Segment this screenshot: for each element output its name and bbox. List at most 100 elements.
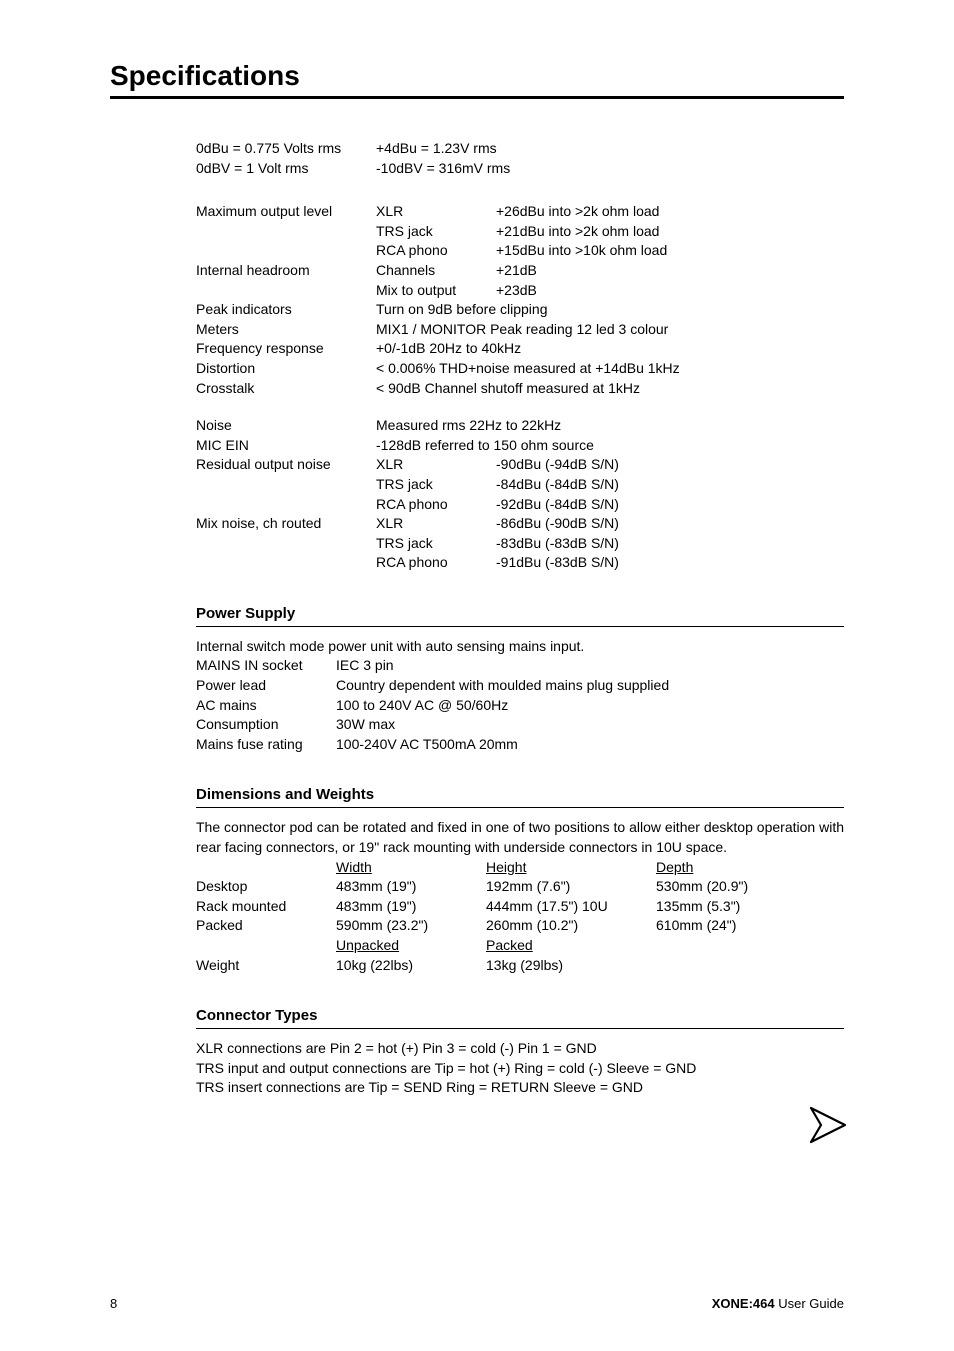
value: 100 to 240V AC @ 50/60Hz (336, 696, 844, 716)
col-height: Height (486, 858, 656, 878)
label: Mains fuse rating (196, 735, 336, 755)
arrow-icon (807, 1104, 849, 1151)
col-depth: Depth (656, 858, 844, 878)
power-intro: Internal switch mode power unit with aut… (196, 637, 844, 657)
dim-table-header: Width Height Depth (196, 858, 844, 878)
width: 483mm (19") (336, 877, 486, 897)
height: 444mm (17.5") 10U (486, 897, 656, 917)
ref-4dbu: +4dBu = 1.23V rms (376, 139, 844, 159)
dimensions-heading: Dimensions and Weights (196, 784, 844, 808)
label: Residual output noise (196, 455, 376, 475)
page-title: Specifications (110, 60, 844, 99)
label: AC mains (196, 696, 336, 716)
spec-mixnoise: Mix noise, ch routed XLR -86dBu (-90dB S… (196, 514, 844, 534)
value: MIX1 / MONITOR Peak reading 12 led 3 col… (376, 320, 844, 340)
label: Distortion (196, 359, 376, 379)
reference-levels: 0dBu = 0.775 Volts rms +4dBu = 1.23V rms… (196, 139, 844, 178)
value-type: XLR (376, 455, 496, 475)
power-mains-socket: MAINS IN socket IEC 3 pin (196, 656, 844, 676)
spec-micein: MIC EIN -128dB referred to 150 ohm sourc… (196, 436, 844, 456)
value-type: TRS jack (376, 475, 496, 495)
value: +21dBu into >2k ohm load (496, 222, 844, 242)
width: 483mm (19") (336, 897, 486, 917)
guide-label: User Guide (775, 1296, 844, 1311)
label: Packed (196, 916, 336, 936)
depth: 610mm (24") (656, 916, 844, 936)
value: +26dBu into >2k ohm load (496, 202, 844, 222)
dimensions-intro: The connector pod can be rotated and fix… (196, 818, 844, 857)
value: +15dBu into >10k ohm load (496, 241, 844, 261)
power-ac-mains: AC mains 100 to 240V AC @ 50/60Hz (196, 696, 844, 716)
value-type: RCA phono (376, 241, 496, 261)
spec-max-output-row: RCA phono +15dBu into >10k ohm load (196, 241, 844, 261)
weight-row: Weight 10kg (22lbs) 13kg (29lbs) (196, 956, 844, 976)
spec-residual: Residual output noise XLR -90dBu (-94dB … (196, 455, 844, 475)
dim-rack: Rack mounted 483mm (19") 444mm (17.5") 1… (196, 897, 844, 917)
col-unpacked: Unpacked (336, 936, 486, 956)
spec-meters: Meters MIX1 / MONITOR Peak reading 12 le… (196, 320, 844, 340)
spec-max-output-row: TRS jack +21dBu into >2k ohm load (196, 222, 844, 242)
dim-desktop: Desktop 483mm (19") 192mm (7.6") 530mm (… (196, 877, 844, 897)
spec-peak: Peak indicators Turn on 9dB before clipp… (196, 300, 844, 320)
value-type: Channels (376, 261, 496, 281)
connector-trs-io: TRS input and output connections are Tip… (196, 1059, 844, 1079)
spec-crosstalk: Crosstalk < 90dB Channel shutoff measure… (196, 379, 844, 399)
dim-packed: Packed 590mm (23.2") 260mm (10.2") 610mm… (196, 916, 844, 936)
spec-headroom-row: Mix to output +23dB (196, 281, 844, 301)
power-supply-heading: Power Supply (196, 603, 844, 627)
value: +0/-1dB 20Hz to 40kHz (376, 339, 844, 359)
value: Turn on 9dB before clipping (376, 300, 844, 320)
value: -92dBu (-84dB S/N) (496, 495, 844, 515)
value: IEC 3 pin (336, 656, 844, 676)
spec-mixnoise-row: RCA phono -91dBu (-83dB S/N) (196, 553, 844, 573)
value: -91dBu (-83dB S/N) (496, 553, 844, 573)
page-footer: 8 XONE:464 User Guide (110, 1296, 844, 1311)
label: Meters (196, 320, 376, 340)
spec-freq: Frequency response +0/-1dB 20Hz to 40kHz (196, 339, 844, 359)
value: 30W max (336, 715, 844, 735)
spec-max-output: Maximum output level XLR +26dBu into >2k… (196, 202, 844, 222)
spec-residual-row: TRS jack -84dBu (-84dB S/N) (196, 475, 844, 495)
depth: 530mm (20.9") (656, 877, 844, 897)
height: 260mm (10.2") (486, 916, 656, 936)
power-fuse: Mains fuse rating 100-240V AC T500mA 20m… (196, 735, 844, 755)
ref-0dbu: 0dBu = 0.775 Volts rms (196, 139, 376, 159)
spec-distortion: Distortion < 0.006% THD+noise measured a… (196, 359, 844, 379)
value: < 0.006% THD+noise measured at +14dBu 1k… (376, 359, 844, 379)
unpacked: 10kg (22lbs) (336, 956, 486, 976)
label: Desktop (196, 877, 336, 897)
connector-trs-insert: TRS insert connections are Tip = SEND Ri… (196, 1078, 844, 1098)
value: -84dBu (-84dB S/N) (496, 475, 844, 495)
product-name: XONE:464 (712, 1296, 775, 1311)
value-type: XLR (376, 514, 496, 534)
label: Power lead (196, 676, 336, 696)
label: Mix noise, ch routed (196, 514, 376, 534)
label: MIC EIN (196, 436, 376, 456)
value: -86dBu (-90dB S/N) (496, 514, 844, 534)
value: -83dBu (-83dB S/N) (496, 534, 844, 554)
ref-0dbv: 0dBV = 1 Volt rms (196, 159, 376, 179)
value: -90dBu (-94dB S/N) (496, 455, 844, 475)
depth: 135mm (5.3") (656, 897, 844, 917)
spec-headroom: Internal headroom Channels +21dB (196, 261, 844, 281)
value-type: XLR (376, 202, 496, 222)
value-type: Mix to output (376, 281, 496, 301)
value: Country dependent with moulded mains plu… (336, 676, 844, 696)
label: Peak indicators (196, 300, 376, 320)
connector-types-heading: Connector Types (196, 1005, 844, 1029)
power-lead: Power lead Country dependent with moulde… (196, 676, 844, 696)
value: 100-240V AC T500mA 20mm (336, 735, 844, 755)
value-type: RCA phono (376, 553, 496, 573)
col-packed: Packed (486, 936, 844, 956)
spec-noise: Noise Measured rms 22Hz to 22kHz (196, 416, 844, 436)
label: Rack mounted (196, 897, 336, 917)
label: Weight (196, 956, 336, 976)
value: -128dB referred to 150 ohm source (376, 436, 844, 456)
value-type: TRS jack (376, 534, 496, 554)
spec-residual-row: RCA phono -92dBu (-84dB S/N) (196, 495, 844, 515)
value: Measured rms 22Hz to 22kHz (376, 416, 844, 436)
label: Noise (196, 416, 376, 436)
weight-header: Unpacked Packed (196, 936, 844, 956)
spec-mixnoise-row: TRS jack -83dBu (-83dB S/N) (196, 534, 844, 554)
label: Frequency response (196, 339, 376, 359)
